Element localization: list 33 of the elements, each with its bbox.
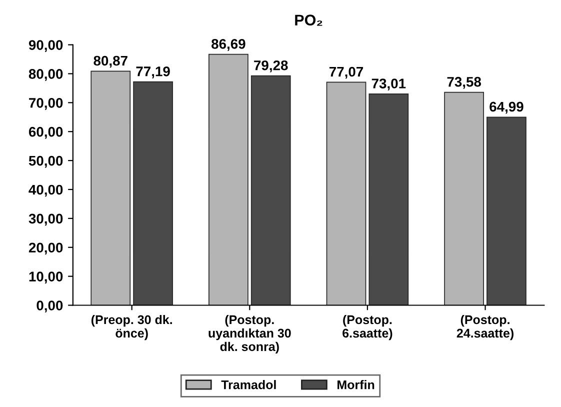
bar [250, 75, 291, 306]
data-label: 73,58 [447, 76, 482, 89]
y-tick-label: 40,00 [28, 184, 63, 197]
y-tick-label: 60,00 [28, 126, 63, 139]
legend-label: Morfin [338, 380, 374, 390]
data-label: 86,69 [212, 38, 246, 51]
chart-title: PO₂ [295, 14, 322, 26]
bar [208, 54, 248, 306]
y-tick-label: 0,00 [36, 300, 63, 312]
x-tick-label: (Postop. 6.saatte) [342, 314, 392, 340]
x-tick-label: (Preop. 30 dk. önce) [91, 314, 172, 340]
y-tick-label: 10,00 [29, 272, 63, 284]
y-tick-label: 20,00 [28, 242, 63, 255]
bar [326, 82, 366, 306]
data-label: 73,01 [372, 78, 406, 90]
data-label: 77,19 [136, 66, 170, 78]
bar [486, 116, 526, 306]
x-tick-label: (Postop. 24.saatte) [456, 314, 514, 340]
data-label: 64,99 [490, 102, 524, 114]
bar [444, 92, 484, 306]
bar [368, 94, 409, 306]
data-label: 80,87 [94, 56, 128, 68]
data-label: 77,07 [329, 66, 364, 79]
y-tick-label: 30,00 [28, 214, 63, 226]
x-tick-label: (Postop. uyandıktan 30 dk. sonra) [208, 314, 291, 354]
bar [90, 70, 131, 306]
bar [133, 81, 173, 306]
data-label: 79,28 [254, 60, 288, 72]
y-tick-label: 50,00 [28, 156, 63, 168]
legend-label: Tramadol [221, 380, 276, 390]
y-tick-label: 70,00 [29, 98, 63, 110]
y-tick-label: 80,00 [28, 69, 63, 81]
y-tick-label: 90,00 [28, 40, 63, 52]
